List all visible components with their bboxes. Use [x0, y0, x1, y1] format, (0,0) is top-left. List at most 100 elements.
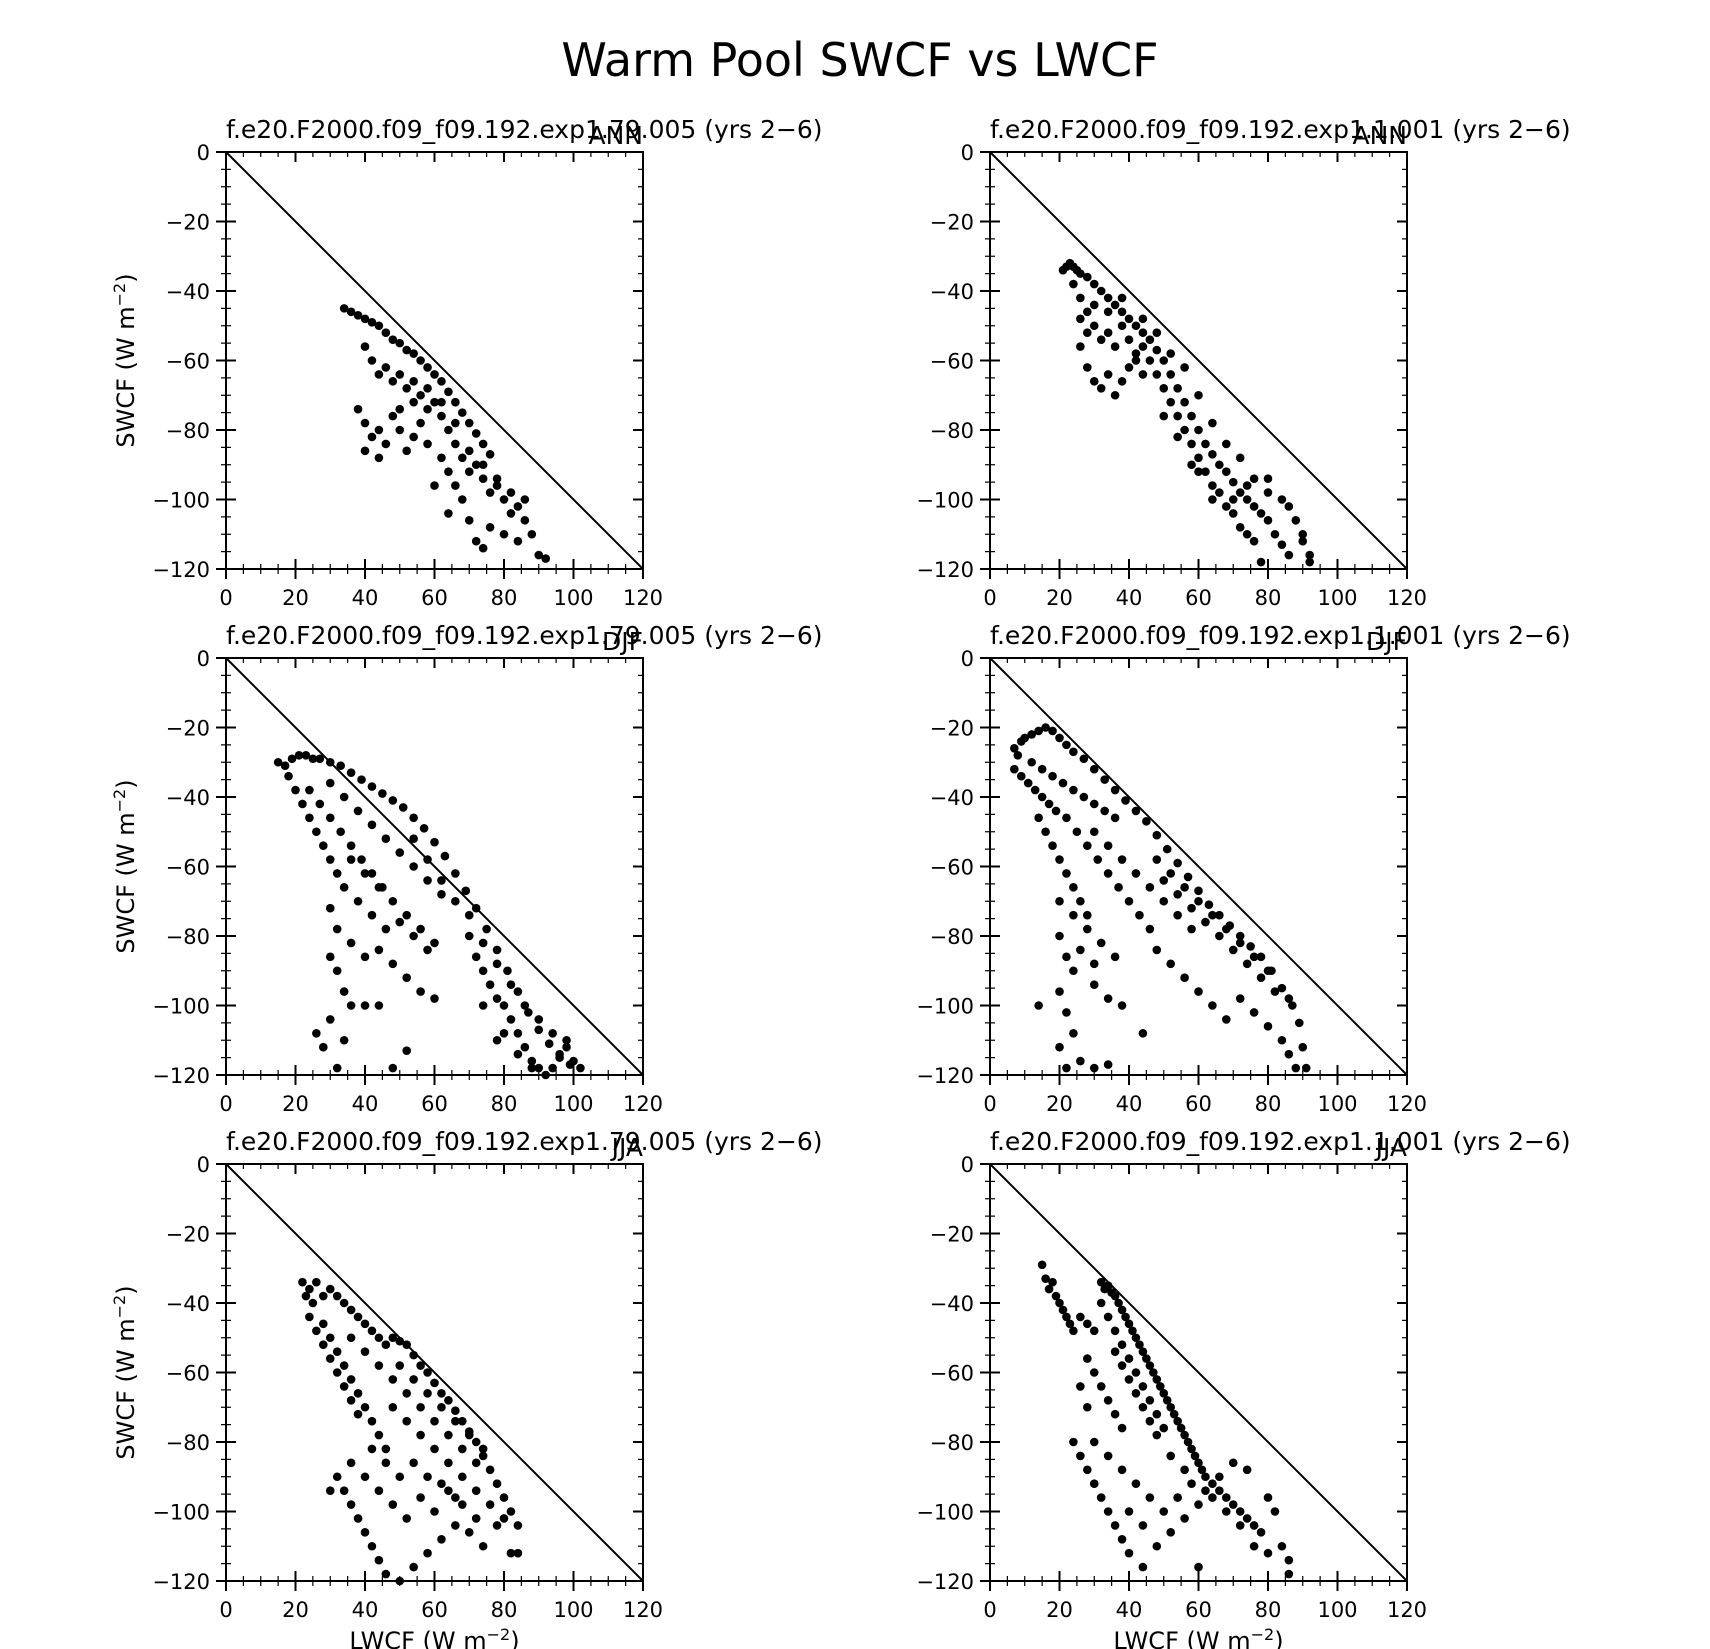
data-point	[1131, 321, 1141, 331]
data-point	[534, 1025, 544, 1035]
data-point	[437, 1535, 446, 1544]
x-tick-label: 80	[1255, 1598, 1282, 1622]
data-point	[1055, 987, 1064, 996]
data-point	[280, 761, 290, 771]
data-point	[1055, 931, 1064, 941]
data-point	[478, 966, 488, 976]
data-point	[346, 1458, 356, 1468]
data-point	[485, 523, 495, 532]
data-point	[1044, 1284, 1054, 1294]
data-point	[1131, 869, 1141, 878]
y-tick-label: −100	[152, 1501, 210, 1525]
data-point	[1096, 1493, 1106, 1502]
y-tick-label: −20	[166, 717, 210, 741]
data-point	[409, 931, 418, 941]
data-point	[1062, 869, 1071, 878]
data-point	[430, 1444, 439, 1454]
data-point	[1089, 300, 1099, 310]
data-point	[524, 1008, 533, 1017]
data-point	[1131, 1333, 1141, 1343]
data-point	[548, 1029, 557, 1038]
y-tick-label: −100	[916, 489, 974, 513]
data-point	[332, 869, 342, 878]
data-point	[1201, 467, 1210, 477]
data-point	[1235, 523, 1245, 532]
data-point	[1079, 754, 1089, 764]
scatter-panel-6: f.e20.F2000.f09_f09.192.exp1.1.001 (yrs …	[916, 1127, 1570, 1649]
data-point	[478, 460, 488, 470]
data-point	[381, 363, 391, 372]
data-point	[1194, 1562, 1203, 1572]
data-point	[1145, 335, 1155, 344]
data-point	[1152, 328, 1162, 338]
data-point	[298, 799, 307, 809]
data-point	[1103, 1451, 1113, 1461]
x-tick-label: 40	[1116, 586, 1143, 610]
data-point	[423, 855, 432, 864]
data-point	[374, 883, 384, 892]
data-point	[1076, 945, 1085, 955]
data-point	[1103, 1281, 1113, 1290]
scatter-points	[1010, 723, 1311, 1073]
data-point	[1110, 813, 1120, 823]
data-point	[1222, 1507, 1231, 1516]
panel-title: f.e20.F2000.f09_f09.192.exp1.79.005 (yrs…	[226, 1127, 823, 1156]
data-point	[1159, 1423, 1169, 1433]
data-point	[1027, 730, 1036, 739]
data-point	[1284, 550, 1294, 560]
data-point	[1208, 418, 1217, 428]
data-point	[1110, 785, 1120, 795]
data-point	[437, 890, 446, 899]
data-point	[513, 1521, 523, 1530]
data-point	[367, 869, 377, 878]
data-point	[440, 851, 450, 861]
data-point	[1235, 1507, 1245, 1516]
data-point	[305, 785, 314, 795]
data-point	[346, 1001, 356, 1010]
data-point	[1089, 799, 1099, 809]
y-tick-label: −100	[916, 995, 974, 1019]
data-point	[1277, 495, 1287, 504]
data-point	[478, 1001, 488, 1010]
data-point	[1135, 1340, 1144, 1349]
figure-title: Warm Pool SWCF vs LWCF	[561, 33, 1158, 87]
data-point	[1103, 869, 1113, 878]
data-point	[360, 1528, 370, 1537]
data-point	[464, 1528, 474, 1537]
data-point	[1235, 488, 1245, 497]
data-point	[1117, 293, 1127, 303]
y-tick-label: −120	[916, 1064, 974, 1088]
x-tick-label: 100	[553, 586, 593, 610]
data-point	[1194, 425, 1203, 435]
data-point	[1187, 924, 1196, 934]
data-point	[315, 799, 325, 809]
data-point	[395, 404, 405, 414]
data-point	[388, 1500, 398, 1509]
data-point	[1208, 910, 1217, 920]
data-point	[437, 1389, 446, 1398]
data-point	[319, 841, 328, 850]
data-point	[451, 439, 460, 449]
x-tick-label: 20	[1046, 586, 1073, 610]
y-tick-label: 0	[197, 647, 210, 671]
data-point	[339, 883, 349, 892]
data-point	[478, 439, 488, 449]
y-tick-label: −100	[152, 489, 210, 513]
data-point	[374, 425, 384, 435]
data-point	[1222, 1493, 1231, 1502]
data-point	[1159, 356, 1169, 365]
data-point	[409, 397, 418, 407]
data-point	[423, 384, 432, 393]
data-point	[444, 387, 453, 397]
data-point	[1194, 453, 1203, 463]
x-tick-label: 120	[1387, 1092, 1427, 1116]
data-point	[346, 841, 356, 850]
data-point	[374, 1001, 384, 1010]
data-point	[1076, 1056, 1085, 1066]
data-point	[402, 1046, 412, 1055]
data-point	[1187, 1444, 1196, 1454]
data-point	[451, 481, 460, 490]
data-point	[367, 317, 377, 327]
data-point	[374, 321, 384, 331]
data-point	[1152, 1375, 1162, 1384]
